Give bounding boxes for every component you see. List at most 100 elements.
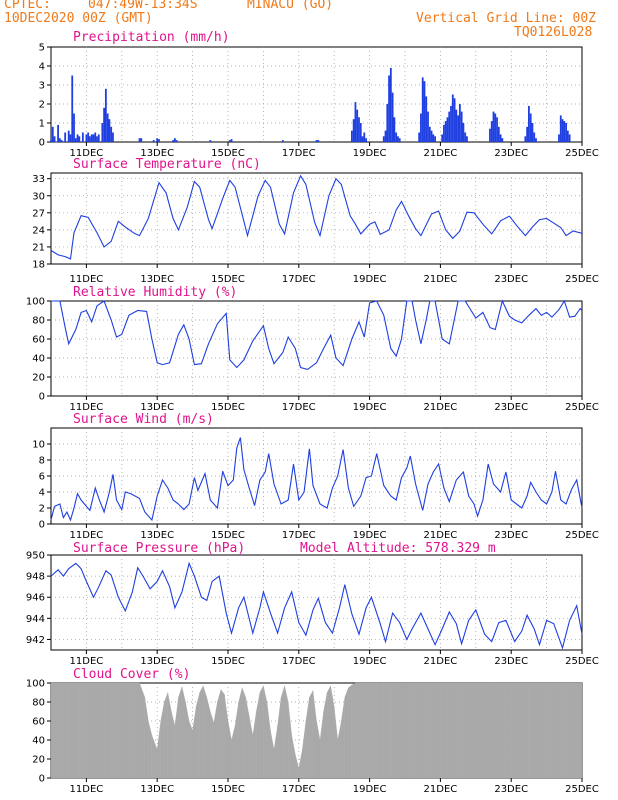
x-tick-label: 21DEC: [424, 656, 458, 667]
header-source: CPTEC:: [4, 0, 51, 12]
precip-bar: [421, 77, 424, 142]
cloud-bar: [181, 686, 186, 779]
cloud-bar: [114, 682, 122, 779]
x-tick-label: 21DEC: [424, 530, 458, 541]
precip-bar: [87, 132, 90, 142]
x-tick-label: 17DEC: [282, 402, 316, 413]
cloud-bar: [270, 730, 275, 779]
x-tick-label: 13DEC: [140, 784, 174, 795]
panel-frame: [50, 300, 583, 397]
precip-bar: [64, 132, 67, 142]
precip-bar: [434, 136, 436, 142]
cloud-bar: [337, 720, 342, 779]
precip-bar: [104, 88, 107, 142]
precip-bar: [174, 138, 176, 142]
cloud-bar: [295, 754, 299, 779]
precip-bar: [489, 128, 491, 142]
x-tick-label: 13DEC: [140, 148, 174, 159]
y-tick-label: 2: [39, 100, 45, 111]
x-tick-label: 11DEC: [70, 784, 104, 795]
y-tick-label: 80: [32, 316, 45, 327]
x-tick-label: 23DEC: [494, 274, 528, 285]
x-tick-label: 15DEC: [211, 402, 245, 413]
cloud-bar: [404, 682, 416, 779]
precip-bar: [96, 136, 98, 142]
cloud-bar: [171, 711, 176, 779]
precip-bar: [529, 113, 532, 142]
x-tick-label: 11DEC: [70, 530, 104, 541]
precip-bar: [428, 126, 431, 142]
cloud-bar: [242, 687, 246, 779]
precip-bar: [458, 104, 461, 142]
y-tick-label: 27: [32, 208, 45, 219]
precip-bar: [427, 111, 429, 142]
precip-bar: [230, 139, 233, 142]
x-tick-label: 21DEC: [424, 402, 458, 413]
precip-bar: [94, 132, 97, 142]
precip-bar: [524, 136, 527, 142]
precip-bar: [448, 111, 451, 142]
cloud-bar: [148, 720, 153, 779]
cloud-bar: [344, 687, 349, 779]
cloud-bar: [397, 682, 406, 779]
precip-bar: [457, 115, 459, 142]
precip-bar: [55, 142, 58, 143]
cloud-bar: [195, 692, 200, 779]
precip-bar: [420, 113, 422, 142]
cloud-bar: [330, 685, 335, 779]
x-tick-label: 23DEC: [494, 148, 528, 159]
precip-bar: [397, 136, 399, 142]
x-tick-label: 15DEC: [211, 274, 245, 285]
x-tick-label: 21DEC: [424, 784, 458, 795]
precip-bar: [398, 138, 401, 142]
cloud-bar: [256, 692, 261, 779]
precip-bar: [110, 126, 113, 142]
cloud-bar: [319, 711, 324, 779]
panel-title: Relative Humidity (%): [73, 285, 237, 300]
cloud-bar: [224, 694, 229, 779]
precip-bar: [352, 119, 355, 142]
precip-bar: [533, 132, 536, 142]
cloud-bar: [231, 725, 236, 779]
precip-bar: [69, 134, 72, 142]
precip-bar: [496, 117, 498, 142]
cloud-bar: [457, 682, 476, 779]
header-location: MINACU (GO): [247, 0, 334, 12]
cloud-bar: [475, 682, 494, 779]
precip-bar: [566, 130, 569, 142]
x-tick-label: 25DEC: [565, 148, 599, 159]
precip-bar: [73, 113, 75, 142]
cloud-bar: [206, 697, 211, 779]
cloud-bar: [213, 701, 218, 779]
cloud-bar: [188, 720, 193, 779]
precip-bar: [156, 138, 159, 142]
y-tick-label: 40: [32, 736, 45, 747]
cloud-bar: [415, 682, 427, 779]
precip-bar: [85, 134, 88, 142]
cloud-bar: [210, 711, 214, 779]
series-line: [51, 299, 583, 371]
precip-bar: [138, 138, 141, 142]
precip-bar: [490, 121, 493, 142]
precip-bar: [97, 134, 100, 142]
precip-bar: [561, 119, 564, 142]
precip-bar: [384, 130, 387, 142]
precip-bar: [535, 138, 537, 142]
precip-bar: [209, 140, 212, 142]
x-tick-label: 17DEC: [282, 274, 316, 285]
cloud-bar: [305, 697, 310, 779]
header-code: TQ0126L028: [514, 25, 593, 40]
cloud-bar: [234, 701, 239, 779]
y-tick-label: 100: [26, 297, 45, 308]
y-tick-label: 80: [32, 698, 45, 709]
x-tick-label: 15DEC: [211, 656, 245, 667]
y-tick-label: 0: [39, 138, 45, 149]
panel-title: Precipitation (mm/h): [73, 30, 230, 45]
precip-bar: [58, 138, 61, 142]
precip-bar: [359, 123, 362, 142]
y-tick-label: 21: [32, 242, 45, 253]
precip-bar: [361, 136, 364, 142]
precip-bar: [106, 113, 109, 142]
x-tick-label: 25DEC: [565, 530, 599, 541]
